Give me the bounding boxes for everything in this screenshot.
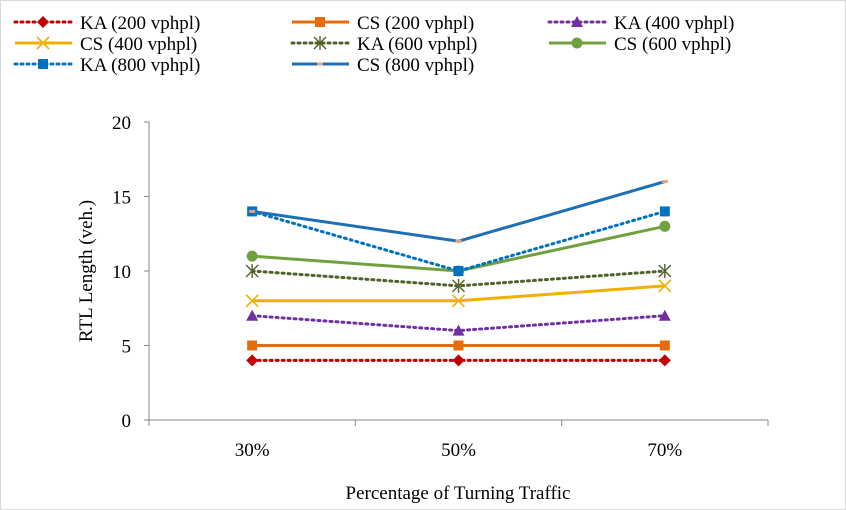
- series-2: [246, 309, 671, 336]
- legend-label: KA (200 vphpl): [80, 13, 200, 34]
- data-point: [658, 354, 671, 367]
- legend-swatch-marker: [315, 17, 325, 27]
- legend-label: CS (800 vphpl): [357, 55, 474, 76]
- data-point: [246, 309, 259, 321]
- y-tick-label: 10: [112, 262, 131, 283]
- legend-label: KA (400 vphpl): [614, 13, 734, 34]
- legend-item-2: KA (400 vphpl): [547, 13, 734, 34]
- data-point: [659, 340, 670, 351]
- data-point: [453, 266, 464, 276]
- legend-item-6: KA (800 vphpl): [13, 55, 200, 76]
- y-tick-label: 15: [112, 188, 131, 209]
- data-point: [658, 279, 672, 293]
- legend-label: KA (800 vphpl): [80, 55, 200, 76]
- data-point: [661, 180, 668, 184]
- data-point: [245, 294, 259, 308]
- legend-swatch-marker: [313, 36, 327, 50]
- series-line: [252, 224, 666, 273]
- data-point: [246, 354, 259, 367]
- data-point: [455, 239, 462, 243]
- data-point: [452, 354, 465, 367]
- legend-swatch-marker: [571, 37, 583, 49]
- data-point: [246, 250, 258, 262]
- data-point: [245, 264, 259, 278]
- data-point: [453, 340, 464, 351]
- legend-item-5: CS (600 vphpl): [549, 34, 731, 55]
- data-point: [658, 309, 671, 321]
- legend-swatch-marker: [36, 36, 50, 50]
- data-point: [452, 324, 465, 336]
- axes: 0 5 10 15 20 30% 50% 70%: [112, 113, 769, 461]
- series-layer: [245, 180, 672, 367]
- x-tick-label: 70%: [647, 440, 682, 461]
- data-point: [659, 206, 670, 217]
- legend-item-4: KA (600 vphpl): [290, 34, 477, 55]
- data-point: [658, 264, 672, 278]
- x-axis-title: Percentage of Turning Traffic: [346, 483, 571, 504]
- series-7: [249, 180, 668, 243]
- x-tick-label: 50%: [441, 440, 476, 461]
- legend-swatch-marker: [38, 59, 48, 69]
- series-line: [251, 180, 666, 243]
- legend-item-3: CS (400 vphpl): [15, 34, 197, 55]
- legend-item-0: KA (200 vphpl): [13, 13, 200, 34]
- legend-label: CS (400 vphpl): [80, 34, 197, 55]
- legend: KA (200 vphpl) CS (200 vphpl) KA (400 vphp…: [13, 13, 734, 76]
- legend-item-7: CS (800 vphpl): [292, 55, 474, 76]
- x-tick-label: 30%: [235, 440, 270, 461]
- y-tick-label: 5: [122, 337, 132, 358]
- series-3: [245, 279, 672, 308]
- series-0: [246, 354, 671, 367]
- data-point: [452, 278, 465, 293]
- legend-swatch-marker: [317, 62, 323, 66]
- y-tick-label: 0: [122, 411, 132, 432]
- series-1: [247, 340, 670, 351]
- legend-label: KA (600 vphpl): [357, 34, 477, 55]
- data-point: [659, 220, 671, 232]
- data-point: [451, 294, 466, 308]
- legend-item-1: CS (200 vphpl): [292, 13, 474, 34]
- legend-swatch-marker: [571, 16, 583, 27]
- legend-label: CS (600 vphpl): [614, 34, 731, 55]
- legend-swatch-marker: [37, 16, 49, 28]
- y-tick-label: 20: [112, 113, 131, 134]
- y-axis-title: RTL Length (veh.): [76, 200, 97, 342]
- data-point: [249, 209, 256, 213]
- legend-label: CS (200 vphpl): [357, 13, 474, 34]
- series-4: [245, 264, 672, 293]
- data-point: [247, 340, 258, 351]
